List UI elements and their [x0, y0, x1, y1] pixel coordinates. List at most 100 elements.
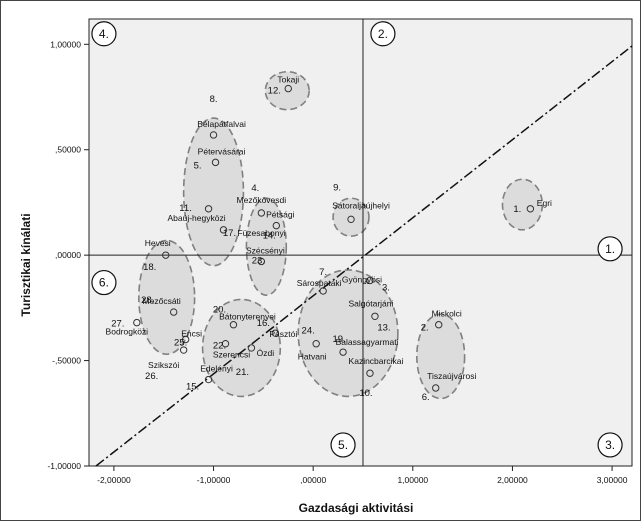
x-tick-label: 2,00000 — [497, 475, 528, 485]
data-point — [221, 340, 230, 348]
point-name-label: Balassagyarmati — [336, 337, 399, 347]
point-number-label: 17. — [223, 228, 236, 239]
point-name-label: Sátoraljaújhelyi — [332, 200, 390, 210]
point-name-label: Bátonyterenyei — [219, 312, 276, 322]
point-name-label: Tiszaújvárosi — [427, 371, 476, 381]
group-ellipse — [297, 269, 399, 398]
point-name-label: Egri — [537, 198, 552, 208]
point-name-label: Bélapátfalvai — [197, 119, 246, 129]
point-number-label: 20. — [213, 305, 226, 316]
point-number-label: 18. — [143, 262, 156, 273]
point-name-label: Ózdi — [257, 348, 275, 358]
point-number-label: 5. — [194, 160, 202, 171]
point-name-label: Gyöngyösi — [342, 274, 382, 284]
point-number-label: 24. — [302, 326, 315, 337]
data-point — [204, 375, 213, 384]
data-point — [133, 318, 141, 327]
x-tick-label: 3,00000 — [597, 475, 628, 485]
y-tick-label: ,50000 — [55, 145, 81, 155]
point-name-label: Edelényi — [200, 364, 233, 374]
point-name-label: Hatvani — [298, 352, 327, 362]
point-number-label: 6. — [422, 392, 430, 403]
point-number-label: 4. — [251, 183, 259, 194]
point-name-label: Hevesi — [145, 238, 171, 248]
point-name-label: Pásztói — [269, 329, 297, 339]
point-number-label: 23. — [252, 255, 265, 266]
quadrant-label: 3. — [605, 438, 615, 452]
data-point — [432, 384, 440, 392]
data-point — [347, 215, 355, 224]
data-point — [204, 205, 213, 213]
point-number-label: 10. — [359, 388, 372, 399]
point-number-label: 2. — [421, 323, 429, 334]
point-name-label: Kazincbarcikai — [349, 356, 404, 366]
point-number-label: 21. — [236, 367, 249, 378]
x-tick-label: 1,00000 — [397, 475, 428, 485]
data-point — [209, 131, 218, 139]
point-name-label: Salgótarjáni — [349, 298, 394, 308]
data-point — [435, 321, 443, 329]
group-ellipse — [182, 117, 245, 267]
point-name-label: Szécsényi — [246, 245, 285, 255]
quadrant-marker — [597, 432, 623, 458]
quadrant-label: 6. — [99, 276, 109, 290]
quadrant-marker — [597, 236, 623, 262]
point-number-label: 25. — [174, 337, 187, 348]
point-name-label: Miskolci — [432, 309, 462, 319]
x-axis-title: Gazdasági aktivitási — [299, 501, 414, 515]
quadrant-marker — [330, 432, 356, 458]
data-point — [371, 312, 379, 320]
point-number-label: 7. — [319, 267, 327, 278]
data-point — [229, 321, 238, 329]
data-point — [257, 209, 266, 217]
point-number-label: 12. — [268, 86, 281, 97]
data-point — [526, 205, 535, 213]
point-name-label: Mezőkövesdi — [237, 195, 287, 205]
data-point — [179, 346, 188, 354]
x-tick-label: -2,00000 — [97, 475, 131, 485]
data-point — [247, 344, 256, 352]
point-number-label: 19. — [332, 334, 345, 345]
quadrant-marker — [91, 269, 117, 296]
point-number-label: 13. — [377, 322, 390, 333]
point-number-label: 15. — [186, 382, 199, 393]
point-name-label: Füzesabonyi — [237, 228, 285, 238]
y-tick-label: 1,00000 — [50, 39, 81, 49]
group-ellipse — [264, 70, 310, 111]
quadrant-label: 2. — [378, 27, 388, 41]
data-point — [162, 251, 170, 259]
point-name-label: Szerencsi — [213, 350, 250, 360]
data-point — [312, 340, 320, 348]
group-ellipse — [501, 178, 544, 231]
point-number-label: 27. — [111, 319, 124, 330]
point-number-label: 3. — [382, 282, 390, 293]
point-name-label: Pétervásárai — [198, 146, 246, 156]
data-point — [284, 84, 292, 93]
data-point — [219, 226, 228, 234]
y-axis-title: Turisztikai kínálati — [19, 213, 33, 316]
data-point — [257, 257, 266, 266]
data-point — [319, 287, 327, 295]
point-number-label: 8. — [210, 94, 218, 105]
quadrant-label: 5. — [338, 438, 348, 452]
point-name-label: Pétsági — [266, 210, 294, 220]
data-point — [181, 335, 190, 344]
point-name-label: Sárospataki — [297, 278, 342, 288]
y-tick-label: -,50000 — [52, 356, 81, 366]
quadrant-marker — [370, 21, 396, 47]
data-point — [211, 158, 220, 167]
data-point — [339, 348, 347, 356]
y-tick-label: ,00000 — [55, 250, 81, 260]
group-ellipse — [415, 313, 466, 400]
point-number-label: 1. — [513, 204, 521, 215]
point-name-label: Encsi — [181, 328, 202, 338]
data-point — [271, 329, 280, 337]
data-point — [169, 308, 178, 316]
x-tick-label: -1,00000 — [197, 475, 231, 485]
quadrant-marker — [91, 21, 117, 47]
group-ellipse — [138, 239, 196, 356]
point-number-label: 11. — [179, 203, 192, 214]
point-number-label: 14. — [263, 231, 276, 242]
data-point — [272, 221, 281, 230]
